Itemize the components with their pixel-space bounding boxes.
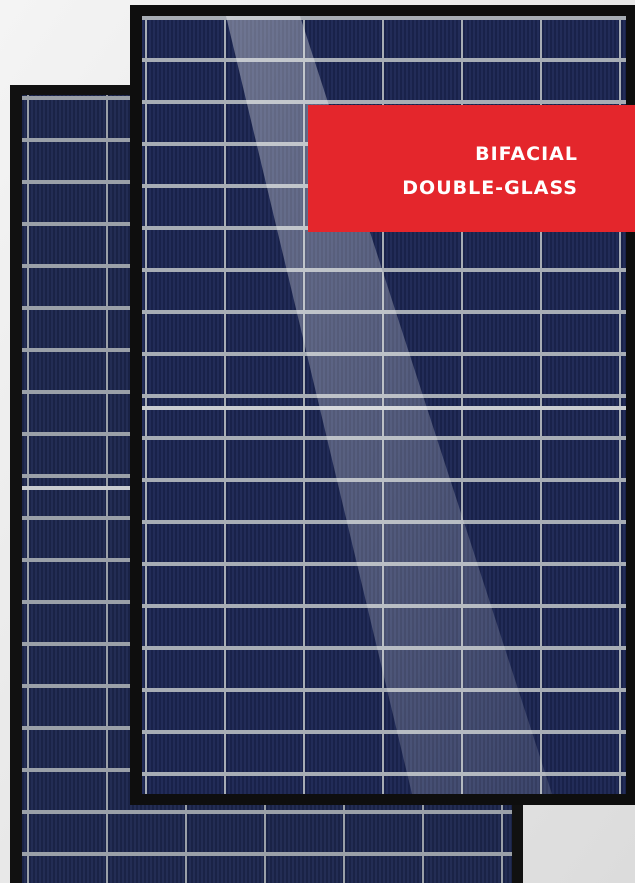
badge-line: DOUBLE-GLASS: [402, 177, 578, 199]
badge-line: BIFACIAL: [475, 143, 578, 165]
glass-reflection: [226, 16, 552, 794]
badge: [308, 105, 635, 232]
